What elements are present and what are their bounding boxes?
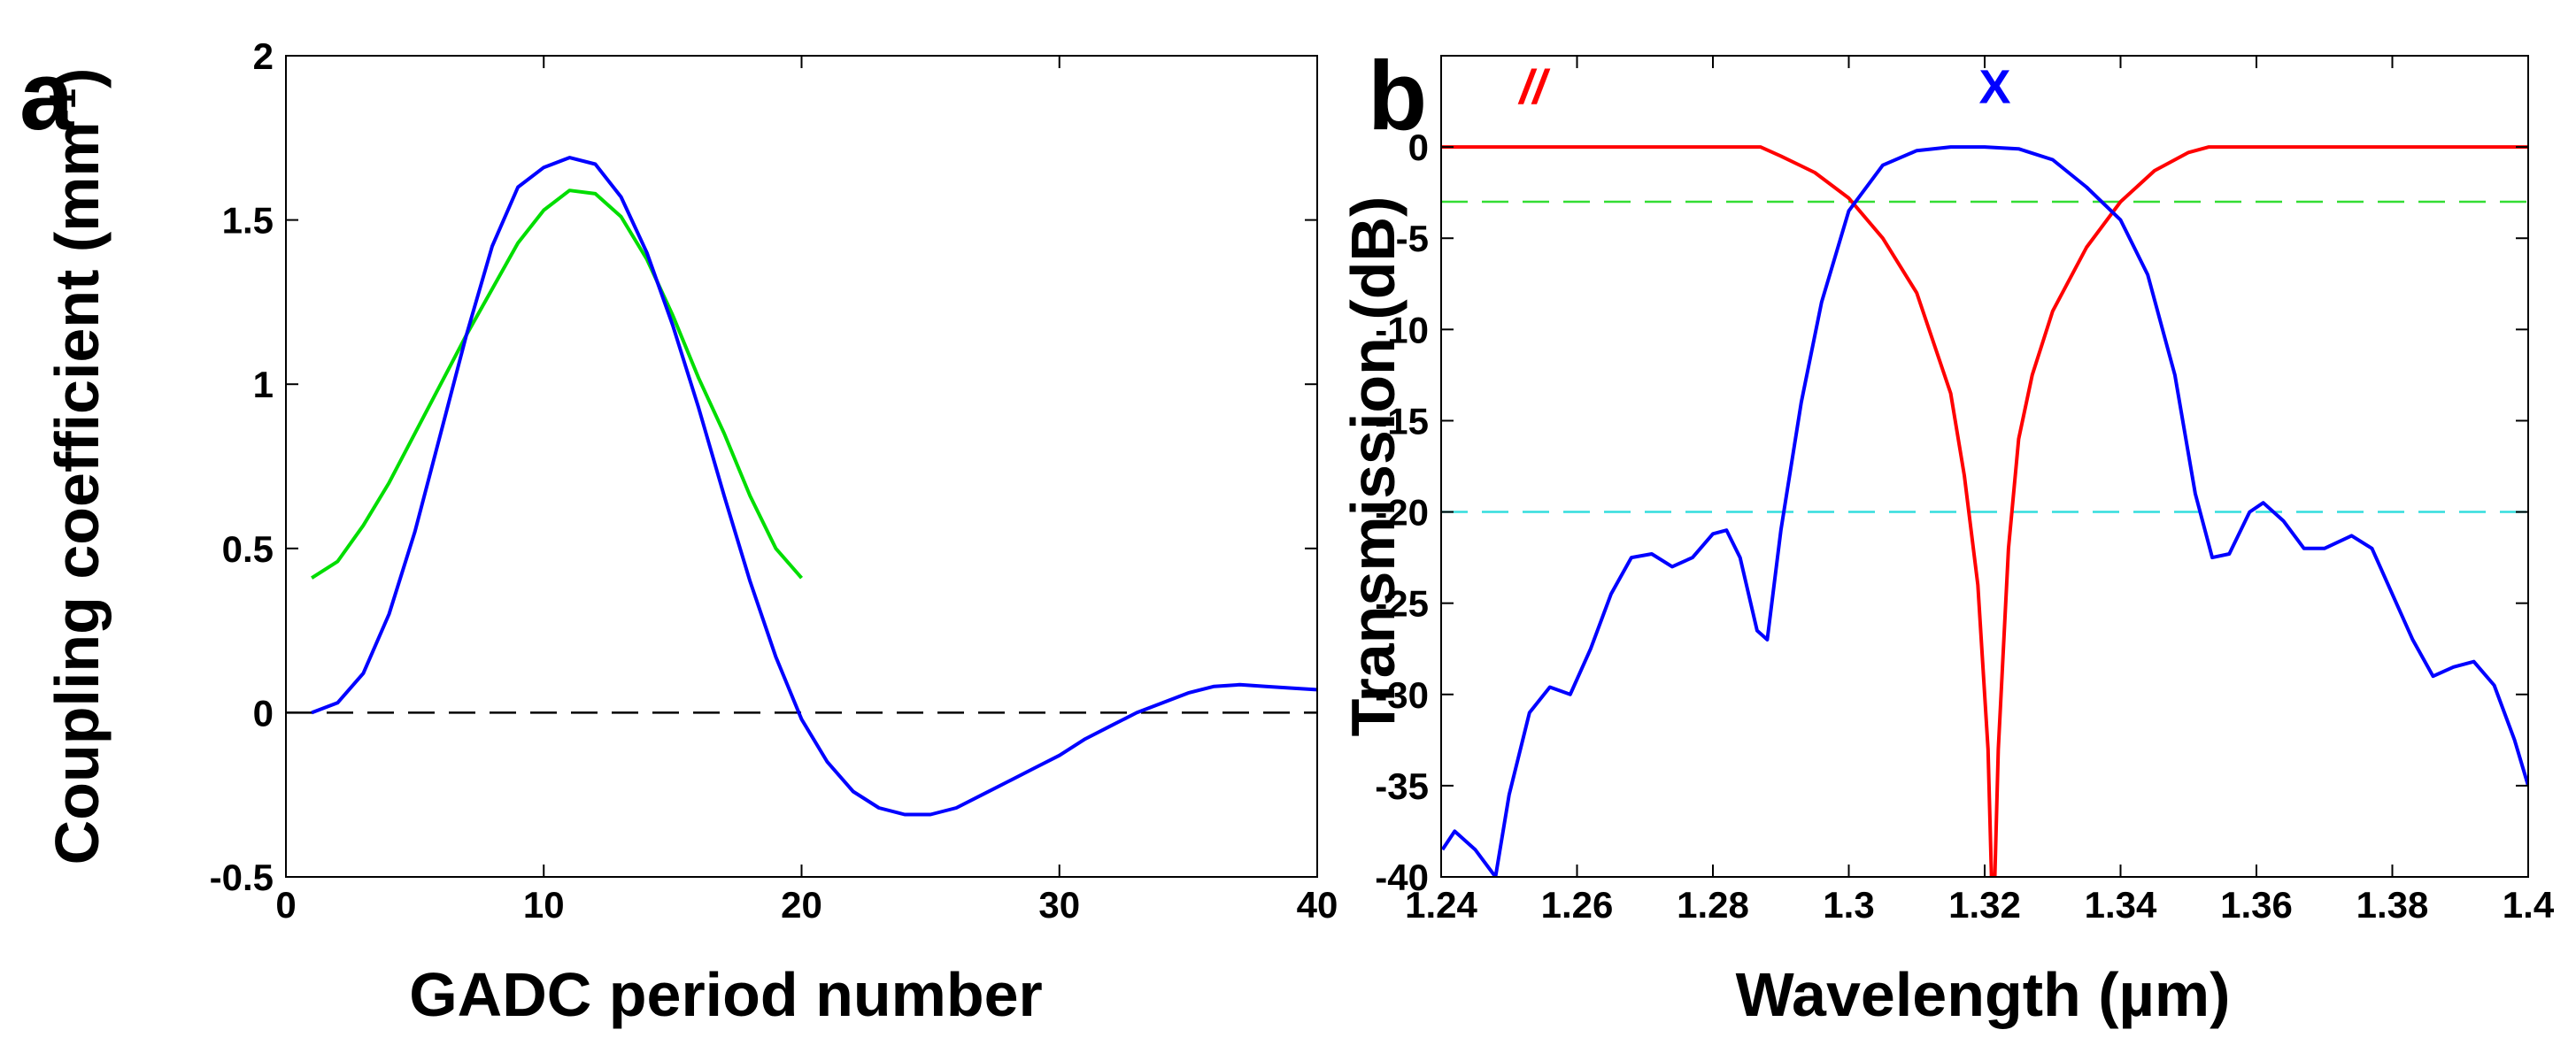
panel-b: b 1.24 1.26 1.28 1.3 1.32 1.34 1.36 1.38 1.4 -40… <box>1338 42 2555 1029</box>
y-axis-title-b: Transmission (dB) <box>1338 196 1408 737</box>
y-tick-label: 1.5 <box>222 200 274 242</box>
a-plot-frame <box>285 55 1318 878</box>
y-axis-title-a-main: Coupling coefficient (mm <box>42 121 112 865</box>
y-tick-label: -25 <box>1375 583 1429 625</box>
x-axis-title-b: Wavelength (µm) <box>1736 960 2231 1029</box>
bar-label: // <box>1518 61 1551 114</box>
y-tick-label: -40 <box>1375 857 1429 898</box>
x-tick-label: 1.24 <box>1405 884 1477 926</box>
series-blue-curve <box>311 156 1316 817</box>
series-green-curve <box>311 188 804 580</box>
x-tick-label: 1.36 <box>2220 884 2293 926</box>
y-axis-title-a-superscript: -1 <box>42 88 83 121</box>
a-tick-marks <box>285 55 1318 878</box>
y-tick-label: -10 <box>1375 309 1429 350</box>
x-tick-label: 1.28 <box>1677 884 1749 926</box>
y-tick-label: -30 <box>1375 674 1429 716</box>
y-tick-label: 1 <box>253 364 274 405</box>
y-tick-label: -5 <box>1396 218 1429 259</box>
y-tick-label: -20 <box>1375 492 1429 534</box>
panel-label-a: a <box>19 42 74 150</box>
x-tick-label: 1.4 <box>2503 884 2555 926</box>
b-x-tick-labels: 1.24 1.26 1.28 1.3 1.32 1.34 1.36 1.38 1.4 <box>1405 884 2555 926</box>
x-tick-label: 1.3 <box>1823 884 1874 926</box>
y-tick-label: -15 <box>1375 400 1429 442</box>
b-y-tick-labels: -40 -35 -30 -25 -20 -15 -10 -5 0 <box>1375 127 1429 898</box>
x-tick-label: 20 <box>781 884 822 926</box>
b-plot-frame <box>1440 55 2529 878</box>
b-tick-marks <box>1440 56 2529 878</box>
y-tick-label: -0.5 <box>210 857 274 898</box>
y-tick-label: 0 <box>253 692 274 734</box>
series-bar-port <box>1442 145 2527 876</box>
x-tick-label: 1.26 <box>1541 884 1614 926</box>
cross-label: X <box>1978 61 2010 114</box>
x-tick-label: 40 <box>1297 884 1338 926</box>
a-x-tick-labels: 0 10 20 30 40 <box>275 884 1338 926</box>
b-series <box>1442 145 2527 876</box>
a-y-tick-labels: -0.5 0 0.5 1 1.5 2 <box>210 35 274 898</box>
x-tick-label: 0 <box>275 884 296 926</box>
x-tick-label: 10 <box>523 884 565 926</box>
x-tick-label: 1.32 <box>1948 884 2021 926</box>
a-series <box>311 156 1316 817</box>
panel-a: a 0 10 20 30 40 -0.500.511.52 GADC period nu… <box>19 35 1338 1029</box>
b-reference-lines <box>1441 200 2528 513</box>
y-axis-title-a: Coupling coefficient (mm-1) <box>42 68 112 865</box>
x-tick-label: 1.38 <box>2356 884 2429 926</box>
y-tick-label: 0.5 <box>222 528 274 570</box>
x-tick-label: 1.34 <box>2085 884 2157 926</box>
y-axis-title-a-end: ) <box>42 68 112 88</box>
x-axis-title-a: GADC period number <box>409 960 1043 1029</box>
x-tick-label: 30 <box>1038 884 1080 926</box>
y-tick-label: 2 <box>253 35 274 77</box>
panel-label-b: b <box>1368 42 1427 150</box>
y-tick-label: -35 <box>1375 765 1429 807</box>
y-tick-label: 0 <box>1408 127 1429 168</box>
b-annotations: // X <box>1518 61 2011 114</box>
series-cross-port <box>1442 145 2527 876</box>
